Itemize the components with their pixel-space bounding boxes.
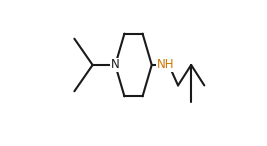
Text: N: N xyxy=(111,58,120,72)
Text: NH: NH xyxy=(157,58,174,72)
